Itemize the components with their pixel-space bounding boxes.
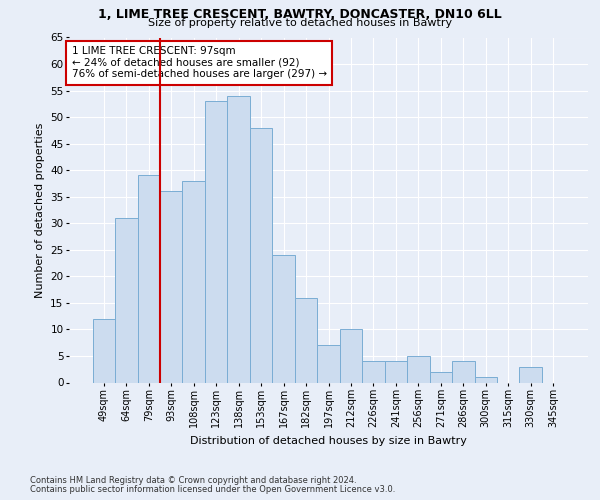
Bar: [92, 319, 115, 382]
Bar: [272, 255, 295, 382]
Y-axis label: Number of detached properties: Number of detached properties: [35, 122, 44, 298]
Bar: [385, 362, 407, 382]
Text: Size of property relative to detached houses in Bawtry: Size of property relative to detached ho…: [148, 18, 452, 28]
Bar: [137, 176, 160, 382]
Text: 1 LIME TREE CRESCENT: 97sqm
← 24% of detached houses are smaller (92)
76% of sem: 1 LIME TREE CRESCENT: 97sqm ← 24% of det…: [71, 46, 327, 80]
Bar: [407, 356, 430, 382]
Bar: [182, 181, 205, 382]
Bar: [160, 192, 182, 382]
Bar: [317, 346, 340, 383]
Bar: [340, 330, 362, 382]
Bar: [452, 362, 475, 382]
Bar: [227, 96, 250, 382]
Bar: [430, 372, 452, 382]
Text: 1, LIME TREE CRESCENT, BAWTRY, DONCASTER, DN10 6LL: 1, LIME TREE CRESCENT, BAWTRY, DONCASTER…: [98, 8, 502, 21]
Bar: [520, 366, 542, 382]
Bar: [115, 218, 137, 382]
Bar: [250, 128, 272, 382]
Text: Contains public sector information licensed under the Open Government Licence v3: Contains public sector information licen…: [30, 485, 395, 494]
Bar: [475, 377, 497, 382]
Bar: [205, 101, 227, 382]
Text: Contains HM Land Registry data © Crown copyright and database right 2024.: Contains HM Land Registry data © Crown c…: [30, 476, 356, 485]
X-axis label: Distribution of detached houses by size in Bawtry: Distribution of detached houses by size …: [190, 436, 467, 446]
Bar: [295, 298, 317, 382]
Bar: [362, 362, 385, 382]
